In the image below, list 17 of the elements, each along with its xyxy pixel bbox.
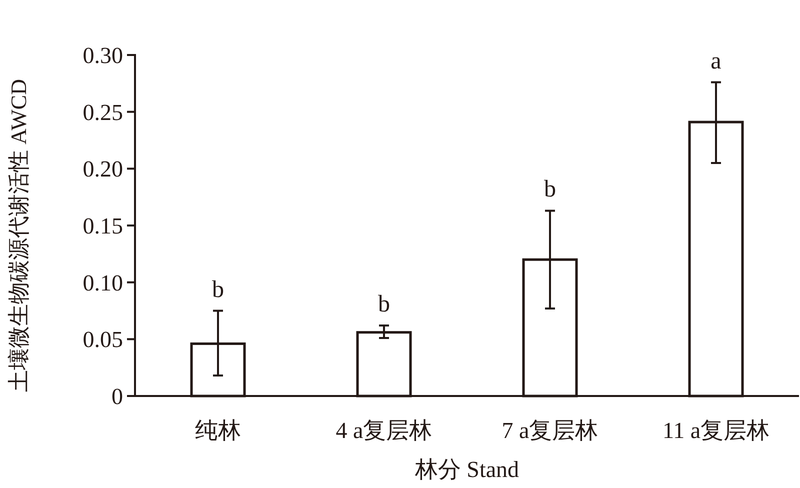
y-tick-label: 0.10 bbox=[82, 270, 123, 296]
y-tick-label: 0.05 bbox=[82, 327, 123, 352]
y-tick-label: 0.30 bbox=[82, 43, 123, 68]
annotation: b bbox=[378, 292, 390, 318]
x-tick-label: 纯林 bbox=[195, 418, 241, 443]
annotation: a bbox=[710, 48, 722, 74]
x-tick-label: 11 a复层林 bbox=[662, 418, 770, 443]
y-tick-label: 0 bbox=[112, 384, 123, 409]
x-tick-label: 4 a复层林 bbox=[336, 418, 432, 443]
y-tick-label: 0.15 bbox=[82, 214, 123, 238]
annotation: b bbox=[212, 276, 224, 303]
y-tick-label: 0.20 bbox=[82, 156, 123, 182]
y-axis-title: 土壤微生物碳源代谢活性 AWCD bbox=[6, 79, 31, 392]
x-tick-label: 7 a复层林 bbox=[502, 418, 598, 443]
y-tick-label: 0.25 bbox=[82, 100, 123, 125]
annotation: b bbox=[544, 176, 556, 203]
x-axis-title: 林分 Stand bbox=[414, 457, 520, 482]
